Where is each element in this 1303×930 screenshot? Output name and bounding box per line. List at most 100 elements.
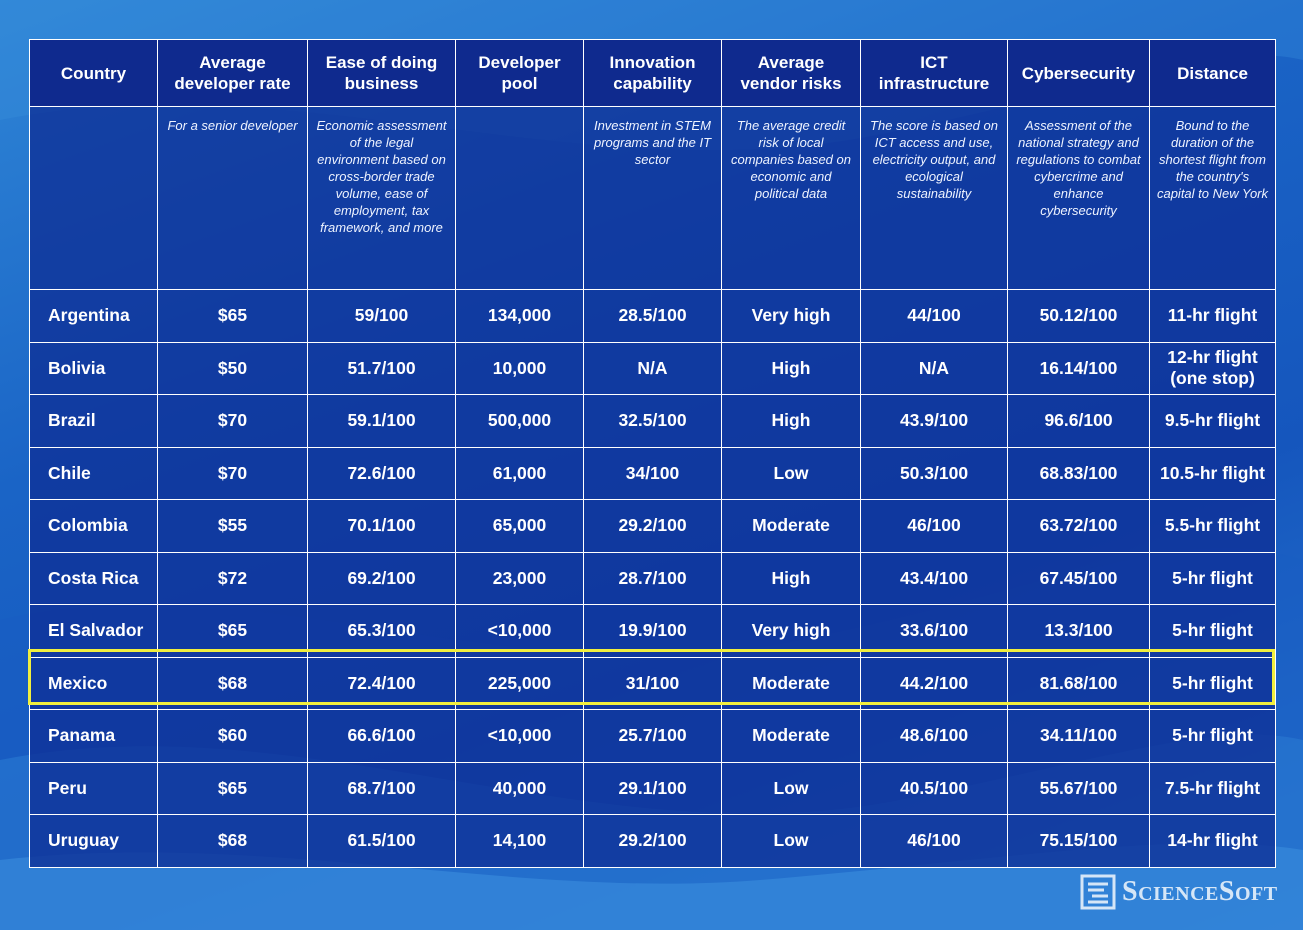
distance-cell: 5-hr flight (1149, 656, 1276, 710)
table-row: Panama $60 66.6/100 <10,000 25.7/100 Moderate… (29, 709, 1276, 763)
innovation-cell: 34/100 (583, 446, 722, 500)
country-cell: Costa Rica (29, 551, 158, 605)
cyber-cell: 75.15/100 (1007, 814, 1150, 868)
innovation-cell: 19.9/100 (583, 604, 722, 658)
distance-cell: 5-hr flight (1149, 709, 1276, 763)
pool-cell: 10,000 (455, 341, 584, 395)
ease-cell: 51.7/100 (307, 341, 456, 395)
country-cell: Argentina (29, 289, 158, 343)
pool-cell: 134,000 (455, 289, 584, 343)
table-row: El Salvador $65 65.3/100 <10,000 19.9/100 Ver… (29, 604, 1276, 658)
ict-cell: 46/100 (860, 499, 1008, 553)
ease-cell: 61.5/100 (307, 814, 456, 868)
risk-cell: Moderate (721, 709, 861, 763)
rate-cell: $68 (157, 814, 308, 868)
header-developer-rate: Average developer rate (157, 39, 308, 107)
pool-cell: <10,000 (455, 604, 584, 658)
country-cell: Peru (29, 761, 158, 815)
ict-cell: 44.2/100 (860, 656, 1008, 710)
risk-cell: Very high (721, 289, 861, 343)
distance-cell: 11-hr flight (1149, 289, 1276, 343)
pool-cell: 500,000 (455, 394, 584, 448)
table-row: Uruguay $68 61.5/100 14,100 29.2/100 Low 46/10… (29, 814, 1276, 868)
innovation-cell: 32.5/100 (583, 394, 722, 448)
cyber-cell: 50.12/100 (1007, 289, 1150, 343)
rate-cell: $70 (157, 394, 308, 448)
description-row: For a senior developer Economic assessme… (29, 106, 1276, 290)
cyber-cell: 13.3/100 (1007, 604, 1150, 658)
table-row: Mexico $68 72.4/100 225,000 31/100 Moderate 44… (29, 656, 1276, 710)
ease-cell: 68.7/100 (307, 761, 456, 815)
description-cell: Investment in STEM programs and the IT s… (583, 106, 722, 290)
pool-cell: 14,100 (455, 814, 584, 868)
risk-cell: Low (721, 446, 861, 500)
ict-cell: N/A (860, 341, 1008, 395)
sciencesoft-logo-icon (1080, 874, 1116, 910)
distance-cell: 9.5-hr flight (1149, 394, 1276, 448)
risk-cell: Low (721, 814, 861, 868)
innovation-cell: 29.2/100 (583, 499, 722, 553)
distance-cell: 5.5-hr flight (1149, 499, 1276, 553)
pool-cell: 61,000 (455, 446, 584, 500)
country-cell: Uruguay (29, 814, 158, 868)
header-distance: Distance (1149, 39, 1276, 107)
description-cell: Bound to the duration of the shortest fl… (1149, 106, 1276, 290)
innovation-cell: 25.7/100 (583, 709, 722, 763)
ease-cell: 70.1/100 (307, 499, 456, 553)
innovation-cell: 29.2/100 (583, 814, 722, 868)
ease-cell: 66.6/100 (307, 709, 456, 763)
cyber-cell: 81.68/100 (1007, 656, 1150, 710)
rate-cell: $72 (157, 551, 308, 605)
risk-cell: Moderate (721, 499, 861, 553)
distance-cell: 10.5-hr flight (1149, 446, 1276, 500)
country-cell: Mexico (29, 656, 158, 710)
cyber-cell: 63.72/100 (1007, 499, 1150, 553)
country-cell: Colombia (29, 499, 158, 553)
ict-cell: 43.9/100 (860, 394, 1008, 448)
ict-cell: 40.5/100 (860, 761, 1008, 815)
ict-cell: 33.6/100 (860, 604, 1008, 658)
cyber-cell: 96.6/100 (1007, 394, 1150, 448)
rate-cell: $50 (157, 341, 308, 395)
risk-cell: High (721, 394, 861, 448)
description-cell: The score is based on ICT access and use… (860, 106, 1008, 290)
country-cell: Bolivia (29, 341, 158, 395)
pool-cell: 40,000 (455, 761, 584, 815)
country-cell: Brazil (29, 394, 158, 448)
table-row: Brazil $70 59.1/100 500,000 32.5/100 High 43.9… (29, 394, 1276, 448)
ict-cell: 48.6/100 (860, 709, 1008, 763)
rate-cell: $70 (157, 446, 308, 500)
header-country: Country (29, 39, 158, 107)
header-ict: ICT infrastructure (860, 39, 1008, 107)
header-vendor-risks: Average vendor risks (721, 39, 861, 107)
header-row: Country Average developer rate Ease of d… (29, 39, 1276, 107)
cyber-cell: 68.83/100 (1007, 446, 1150, 500)
header-innovation: Innovation capability (583, 39, 722, 107)
ease-cell: 65.3/100 (307, 604, 456, 658)
header-ease-of-business: Ease of doing business (307, 39, 456, 107)
description-cell (29, 106, 158, 290)
distance-cell: 12-hr flight (one stop) (1149, 341, 1276, 395)
cyber-cell: 55.67/100 (1007, 761, 1150, 815)
innovation-cell: 31/100 (583, 656, 722, 710)
country-comparison-table: Country Average developer rate Ease of d… (29, 39, 1276, 868)
distance-cell: 14-hr flight (1149, 814, 1276, 868)
risk-cell: High (721, 551, 861, 605)
ict-cell: 50.3/100 (860, 446, 1008, 500)
innovation-cell: 28.7/100 (583, 551, 722, 605)
country-cell: El Salvador (29, 604, 158, 658)
rate-cell: $65 (157, 289, 308, 343)
table-row: Colombia $55 70.1/100 65,000 29.2/100 Moderat… (29, 499, 1276, 553)
ease-cell: 72.6/100 (307, 446, 456, 500)
rate-cell: $65 (157, 604, 308, 658)
risk-cell: Very high (721, 604, 861, 658)
innovation-cell: N/A (583, 341, 722, 395)
distance-cell: 7.5-hr flight (1149, 761, 1276, 815)
pool-cell: 225,000 (455, 656, 584, 710)
table-row: Bolivia $50 51.7/100 10,000 N/A High N/A 16.14/… (29, 341, 1276, 395)
description-cell (455, 106, 584, 290)
innovation-cell: 29.1/100 (583, 761, 722, 815)
cyber-cell: 67.45/100 (1007, 551, 1150, 605)
header-developer-pool: Developer pool (455, 39, 584, 107)
rate-cell: $68 (157, 656, 308, 710)
